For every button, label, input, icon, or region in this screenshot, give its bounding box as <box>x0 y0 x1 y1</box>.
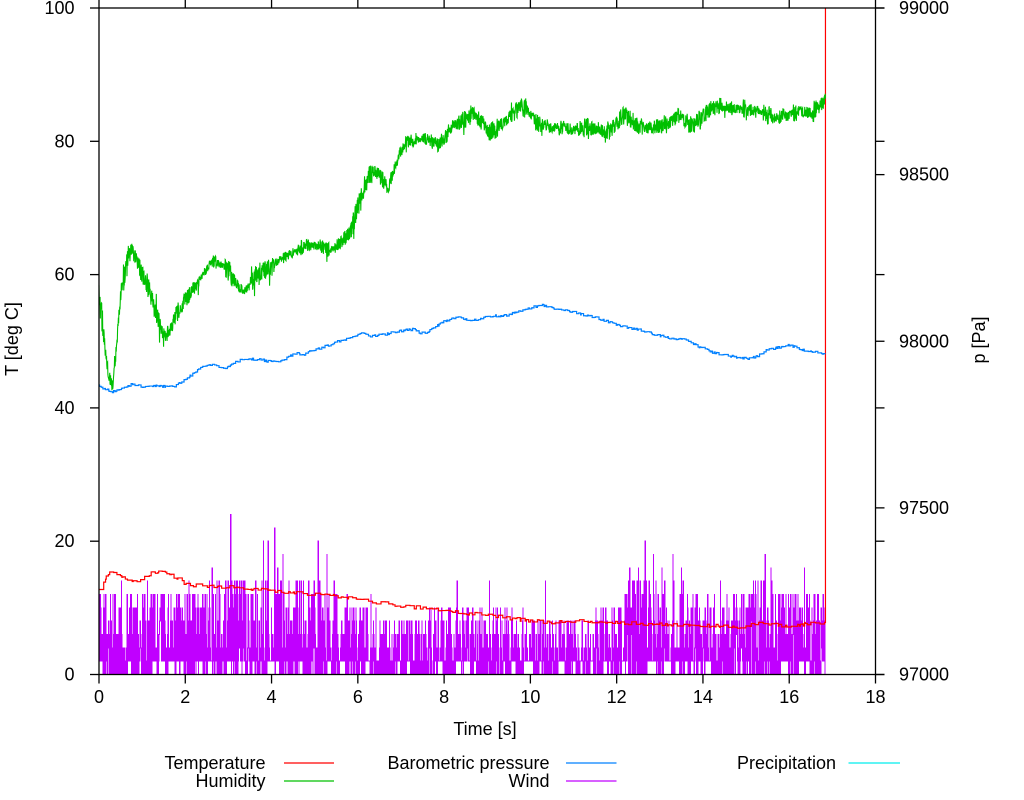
x-tick-label-8: 8 <box>439 687 449 707</box>
y-tick-label-60: 60 <box>54 265 74 285</box>
y2-tick-label-98500: 98500 <box>899 165 949 185</box>
legend-label-barometric-pressure: Barometric pressure <box>387 753 549 773</box>
x-tick-label-14: 14 <box>693 687 713 707</box>
plot-border <box>98 7 877 676</box>
y-axis-title: T [deg C] <box>2 302 22 376</box>
y-tick-label-40: 40 <box>54 398 74 418</box>
x-tick-label-6: 6 <box>353 687 363 707</box>
y-tick-label-80: 80 <box>54 131 74 151</box>
x-tick-label-4: 4 <box>267 687 277 707</box>
legend-label-humidity: Humidity <box>195 771 265 791</box>
y2-tick-label-98000: 98000 <box>899 331 949 351</box>
humidity-line <box>98 93 827 391</box>
y2-tick-label-97500: 97500 <box>899 498 949 518</box>
y-tick-label-100: 100 <box>44 0 74 18</box>
x-tick-label-18: 18 <box>865 687 885 707</box>
y-tick-label-20: 20 <box>54 531 74 551</box>
ticks-group <box>90 0 885 684</box>
temperature-line <box>99 8 827 629</box>
y2-tick-label-97000: 97000 <box>899 665 949 685</box>
x-axis-title: Time [s] <box>453 719 516 739</box>
x-tick-label-16: 16 <box>779 687 799 707</box>
pressure-line <box>98 303 826 394</box>
y2-axis-title: p [Pa] <box>969 316 989 363</box>
x-tick-label-12: 12 <box>607 687 627 707</box>
y-tick-label-0: 0 <box>64 665 74 685</box>
legend-label-temperature: Temperature <box>164 753 265 773</box>
x-tick-label-2: 2 <box>180 687 190 707</box>
tick-labels-group: 0 2 4 6 8 10 12 14 16 18 0 20 40 60 80 100 97000 97500 980… <box>44 0 949 707</box>
x-tick-label-10: 10 <box>520 687 540 707</box>
x-tick-label-0: 0 <box>94 687 104 707</box>
legend-label-wind: Wind <box>508 771 549 791</box>
legend-label-precipitation: Precipitation <box>737 753 836 773</box>
y2-tick-label-99000: 99000 <box>899 0 949 18</box>
